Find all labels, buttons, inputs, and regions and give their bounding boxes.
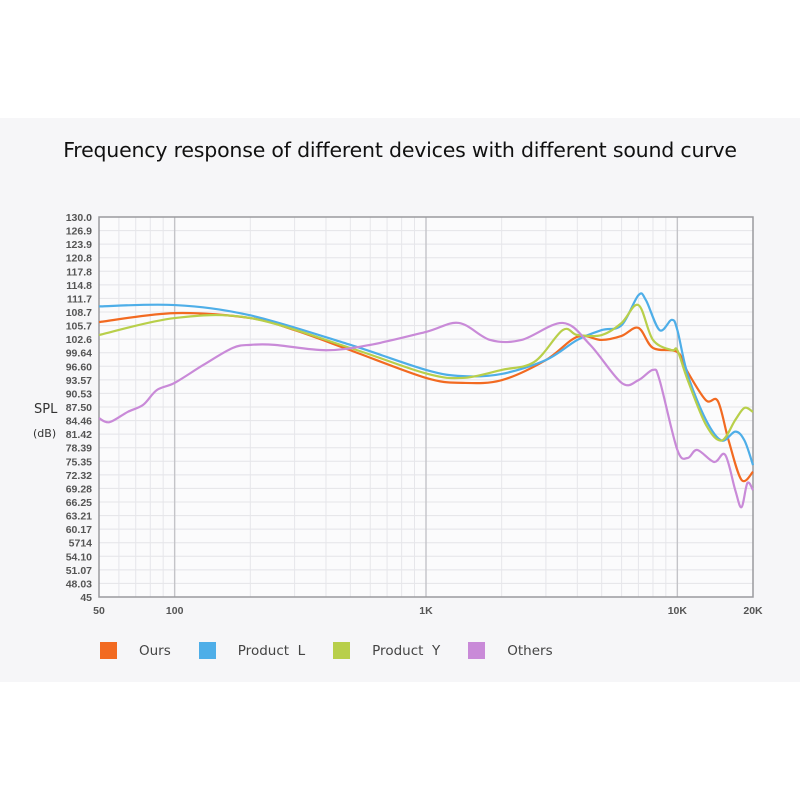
x-tick-label: 100: [166, 605, 184, 617]
plot-border: [98, 216, 754, 598]
y-tick-label: 102.6: [66, 334, 92, 346]
y-tick-label: 93.57: [66, 375, 92, 387]
y-tick-label: 51.07: [66, 565, 92, 577]
y-tick-label: 72.32: [66, 470, 92, 482]
y-axis-label: SPL: [34, 402, 58, 417]
y-tick-label: 84.46: [66, 416, 92, 428]
y-tick-label: 66.25: [66, 497, 92, 509]
legend-item: Ours: [100, 642, 171, 659]
y-tick-label: 87.50: [66, 402, 92, 414]
legend-swatch: [198, 642, 216, 659]
legend-label: Product Y: [372, 642, 441, 659]
legend-item: Product Y: [333, 642, 440, 659]
legend-label: Product L: [237, 642, 306, 659]
y-tick-label: 75.35: [66, 456, 92, 468]
y-tick-label: 78.39: [66, 443, 92, 455]
x-tick-label: 50: [93, 605, 105, 617]
legend-swatch: [468, 642, 486, 659]
legend-item: Others: [468, 642, 553, 659]
y-tick-label: 60.17: [66, 524, 92, 536]
y-tick-label: 130.0: [66, 212, 92, 224]
y-tick-label: 117.8: [66, 266, 92, 278]
y-tick-label: 54.10: [66, 551, 92, 563]
y-axis-unit: (dB): [33, 427, 56, 440]
y-tick-label: 120.8: [66, 253, 92, 265]
legend-label: Others: [507, 642, 553, 659]
y-tick-label: 81.42: [66, 429, 92, 441]
x-tick-label: 1K: [419, 605, 433, 617]
x-tick-label: 10K: [668, 605, 688, 617]
y-tick-label: 69.28: [66, 483, 92, 495]
y-tick-label: 108.7: [66, 307, 92, 319]
series-line-others: [98, 321, 754, 509]
y-tick-label: 48.03: [66, 578, 92, 590]
series-line-product-l: [98, 292, 755, 466]
y-tick-label: 123.9: [66, 239, 92, 251]
y-tick-label: 111.7: [67, 293, 92, 305]
legend-swatch: [100, 642, 117, 659]
legend-swatch: [333, 642, 351, 659]
y-tick-label: 114.8: [66, 280, 92, 292]
chart-title: Frequency response of different devices …: [63, 138, 737, 162]
legend: Ours Product L Product Y Others: [100, 642, 581, 659]
x-tick-label: 20K: [743, 605, 763, 617]
y-tick-label: 126.9: [66, 226, 92, 238]
y-tick-label: 5714: [69, 538, 93, 550]
y-tick-label: 90.53: [66, 388, 92, 400]
axes: [98, 216, 754, 598]
grid: [98, 216, 754, 598]
y-tick-label: 105.7: [66, 321, 92, 333]
legend-label: Ours: [139, 642, 171, 659]
series-lines: [98, 292, 755, 509]
y-tick-label: 63.21: [66, 511, 92, 523]
y-tick-label: 45: [80, 592, 92, 604]
legend-item: Product L: [198, 642, 306, 659]
y-tick-label: 96.60: [66, 361, 92, 373]
y-tick-label: 99.64: [66, 348, 92, 360]
